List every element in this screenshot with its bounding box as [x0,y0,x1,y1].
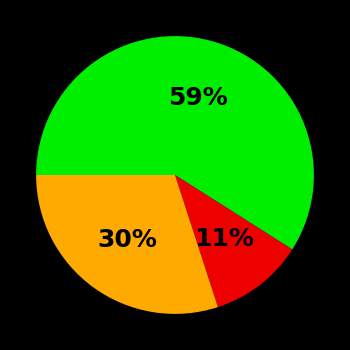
Wedge shape [36,175,218,314]
Text: 59%: 59% [168,86,228,110]
Text: 11%: 11% [194,227,254,251]
Wedge shape [36,36,314,250]
Wedge shape [175,175,292,307]
Text: 30%: 30% [98,228,158,252]
